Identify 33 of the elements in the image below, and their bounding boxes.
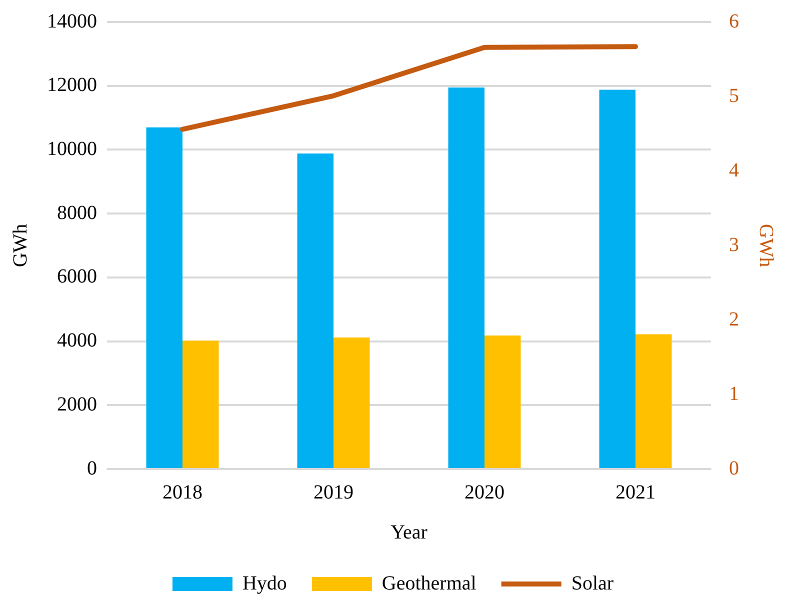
legend-label: Geothermal [382,572,477,594]
bar [448,87,484,468]
bar [297,154,334,468]
y2-tick-label: 2 [729,308,739,330]
bar [636,334,672,468]
y2-tick-label: 4 [729,159,739,182]
y-axis-title: GWh [9,224,32,268]
bar [484,336,521,468]
bar [599,90,636,468]
y-tick-label: 14000 [47,10,97,32]
y2-tick-label: 3 [729,234,739,256]
y-tick-label: 8000 [57,202,97,224]
y-tick-label: 2000 [57,393,97,416]
y2-tick-label: 0 [729,457,739,480]
x-tick-label: 2019 [314,481,354,504]
bar [146,127,182,468]
bar [334,337,370,468]
y-tick-label: 12000 [47,74,97,96]
y2-tick-label: 6 [729,10,739,32]
y-tick-label: 6000 [57,266,97,288]
legend-label: Solar [571,572,614,594]
y2-axis-title: GWh [754,224,777,268]
x-tick-label: 2020 [464,481,504,504]
legend-label: Hydo [242,572,287,594]
y2-tick-label: 5 [729,84,739,107]
y2-tick-label: 1 [729,382,739,405]
x-tick-label: 2021 [616,481,656,504]
bar [182,340,219,468]
x-axis-title: Year [390,521,428,544]
y-tick-label: 4000 [57,330,97,352]
y-tick-label: 0 [87,457,97,480]
x-tick-label: 2018 [162,481,202,504]
y-tick-label: 10000 [47,138,97,160]
